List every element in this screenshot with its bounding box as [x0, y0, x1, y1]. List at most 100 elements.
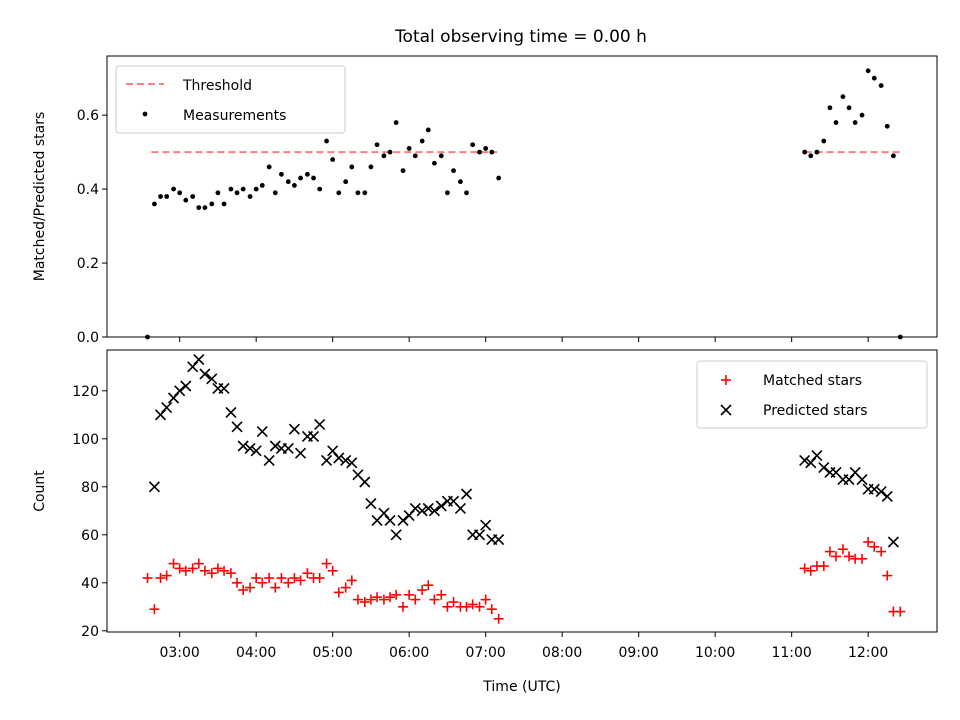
x-tick-label: 05:00 [312, 645, 352, 661]
measurement-point [451, 168, 456, 174]
x-b [333, 452, 345, 464]
measurement-point [272, 190, 278, 196]
measurement-point [833, 120, 839, 125]
measurement-point [438, 153, 444, 159]
predicted-stars-point [454, 502, 466, 514]
predicted-stars-point [333, 452, 345, 464]
x-b [849, 466, 861, 478]
x-b [384, 514, 396, 526]
predicted-stars-point [811, 450, 823, 462]
predicted-stars-point [320, 454, 333, 466]
matched-stars-point [333, 587, 344, 598]
y-tick-label: 20 [81, 624, 99, 640]
x-b [868, 483, 880, 495]
measurement-point [827, 105, 833, 111]
matched-stars-point [187, 563, 198, 574]
measurement-point [489, 149, 495, 155]
x-b [218, 382, 230, 394]
legend-threshold-label: Threshold [182, 78, 252, 94]
matched-stars-point [365, 594, 376, 605]
measurement-point [387, 149, 393, 155]
x-b [307, 430, 320, 442]
measurement-point [477, 149, 482, 155]
measurement-point [247, 194, 253, 199]
matched-stars-point [168, 558, 179, 569]
x-b [161, 402, 173, 414]
measurement-point [432, 160, 437, 166]
predicted-stars-point [409, 502, 421, 514]
matched-stars-point [155, 573, 166, 583]
axes-frame [106, 349, 938, 633]
predicted-stars-point [346, 457, 358, 469]
matched-stars-point [831, 551, 842, 562]
predicted-stars-point [359, 476, 371, 488]
matched-stars-point [161, 570, 172, 581]
predicted-stars-point [868, 483, 880, 495]
x-b [231, 421, 243, 433]
measurement-point [171, 186, 176, 192]
matched-stars-point [467, 599, 478, 610]
predicted-stars-point [294, 447, 307, 459]
predicted-stars-point [206, 373, 218, 385]
measurement-point [445, 190, 450, 196]
legend-predicted-swatch [720, 404, 732, 416]
measurement-point [298, 175, 303, 181]
matched-stars-point [372, 592, 383, 603]
x-b [327, 445, 339, 457]
matched-stars-point [895, 606, 906, 617]
x-tick-label: 04:00 [236, 645, 276, 661]
x-tick-label: 08:00 [542, 645, 582, 661]
measurement-point [368, 164, 374, 170]
predicted-stars-point [384, 514, 396, 526]
predicted-stars-point [174, 385, 186, 397]
x-b [359, 476, 371, 488]
x-b [390, 529, 402, 541]
legend-predicted-label: Predicted stars [763, 403, 868, 419]
measurement-point [196, 205, 202, 210]
measurement-point [190, 194, 196, 199]
matched-stars-point [289, 573, 300, 583]
measurement-point [177, 190, 183, 196]
matched-stars-point [824, 546, 835, 557]
x-b [148, 481, 160, 493]
measurement-point [802, 149, 808, 155]
matched-stars-point [378, 594, 389, 605]
measurement-point [234, 190, 240, 196]
predicted-stars-point [887, 536, 899, 548]
x-b [282, 442, 294, 454]
measurement-point [419, 138, 425, 144]
x-b [225, 406, 237, 418]
matched-stars-point [429, 594, 440, 605]
matched-stars-point [863, 537, 874, 547]
measurement-point [412, 153, 418, 159]
matched-stars-point [346, 575, 357, 586]
measurement-point [458, 179, 463, 185]
measurement-point [215, 190, 221, 196]
x-b [237, 440, 249, 452]
matched-stars-point [493, 613, 504, 624]
measurement-point [209, 201, 215, 207]
matched-stars-point [199, 565, 210, 576]
x-b [881, 490, 893, 502]
x-b [250, 445, 262, 457]
matched-stars-point [480, 594, 491, 605]
x-b [263, 454, 275, 466]
measurement-point [884, 123, 890, 129]
measurement-point [183, 197, 189, 203]
matched-stars-point [245, 582, 256, 593]
predicted-stars-point [180, 380, 192, 392]
y-tick-label: 60 [81, 528, 99, 544]
y-tick-label: 120 [72, 384, 99, 400]
x-b [180, 380, 192, 392]
matched-stars-point [805, 565, 816, 576]
measurement-point [311, 175, 316, 181]
predicted-stars-point [282, 442, 294, 454]
ratio-panel: 0.0 0.2 0.4 0.6 Matched/Predicted stars Thres… [32, 55, 938, 346]
x-b [460, 488, 473, 500]
matched-stars-point [818, 561, 829, 571]
measurement-point [464, 190, 469, 196]
predicted-stars-point [225, 406, 237, 418]
x-b [435, 500, 447, 512]
x-b [320, 454, 333, 466]
